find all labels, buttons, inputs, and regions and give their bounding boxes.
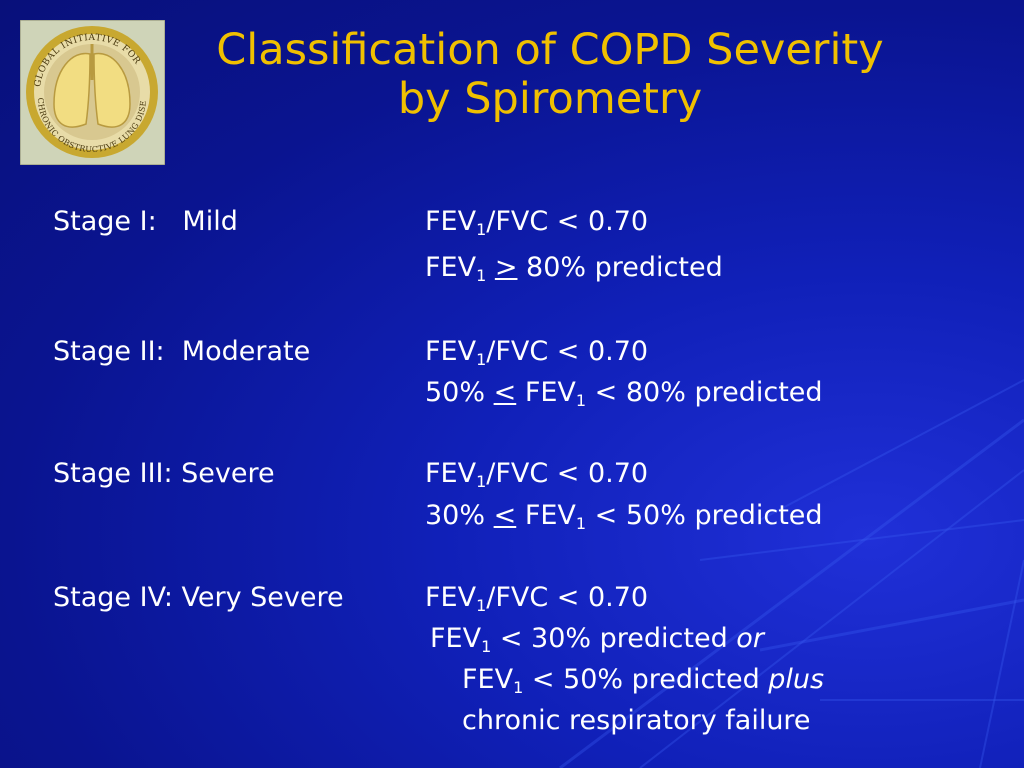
stage-3-line-1: FEV1/FVC < 0.70: [425, 458, 649, 491]
stage-4-line-2: FEV1 < 30% predicted or: [430, 623, 764, 656]
stage-2-label: Stage II: Moderate: [53, 336, 311, 367]
gold-logo: GLOBAL INITIATIVE FOR CHRONIC OBSTRUCTIV…: [20, 20, 165, 165]
stage-4-line-3: FEV1 < 50% predicted plus: [462, 664, 825, 697]
stage-3-label: Stage III: Severe: [53, 458, 275, 489]
stage-4-line-1: FEV1/FVC < 0.70: [425, 582, 649, 615]
stage-2-line-2: 50% < FEV1 < 80% predicted: [425, 377, 823, 410]
stage-3-line-2: 30% < FEV1 < 50% predicted: [425, 500, 823, 533]
stage-1-line-2: FEV1 > 80% predicted: [425, 252, 723, 285]
stage-4-line-4: chronic respiratory failure: [462, 705, 811, 736]
title-line-1: Classification of COPD Severity: [216, 25, 884, 75]
stage-1-line-1: FEV1/FVC < 0.70: [425, 206, 649, 239]
stage-1-label: Stage I: Mild: [53, 206, 238, 237]
title-line-2: by Spirometry: [397, 74, 703, 124]
stage-4-label: Stage IV: Very Severe: [53, 582, 344, 613]
stage-2-line-1: FEV1/FVC < 0.70: [425, 336, 649, 369]
slide-title: Classification of COPD Severity by Spiro…: [150, 26, 950, 124]
